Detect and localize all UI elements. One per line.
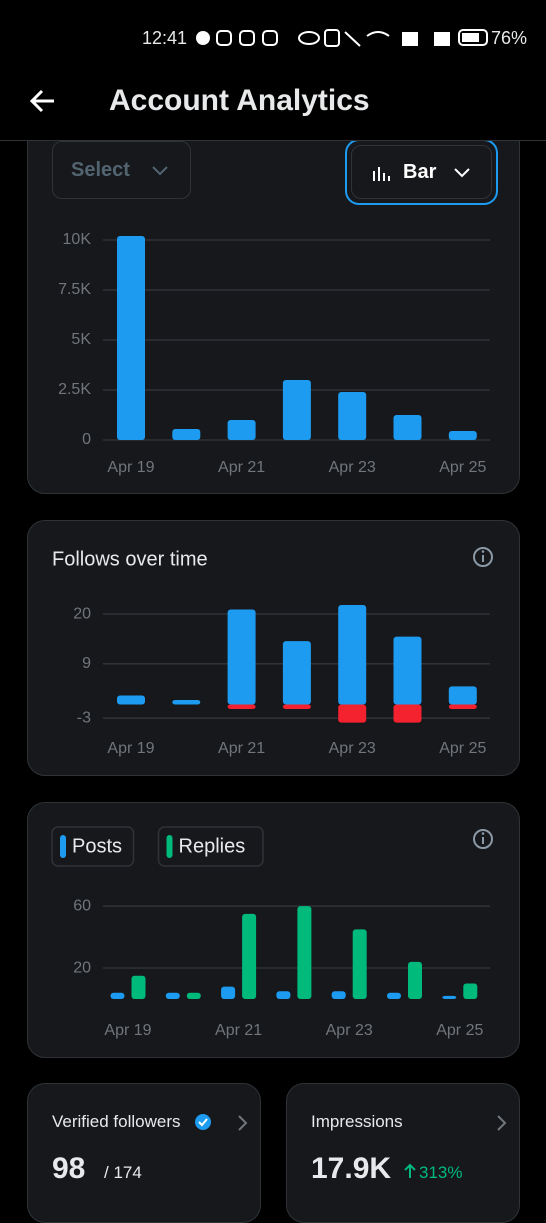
- select-label: Select: [71, 159, 130, 181]
- y-tick-label: 9: [82, 655, 91, 672]
- legend-label: Replies: [179, 835, 246, 857]
- bar-icon: [373, 167, 390, 181]
- chart-title: Follows over time: [52, 548, 208, 570]
- info-icon[interactable]: [473, 829, 493, 849]
- bar: [352, 929, 367, 999]
- x-tick-label: Apr 19: [107, 740, 154, 757]
- bar: [282, 380, 311, 440]
- bar: [463, 983, 478, 999]
- bar: [282, 641, 311, 705]
- legend-label: Posts: [72, 835, 122, 857]
- chevron: [497, 1115, 507, 1131]
- bar: [297, 906, 312, 999]
- bar: [448, 704, 477, 710]
- card-title: Impressions: [311, 1112, 403, 1131]
- bar: [242, 913, 257, 999]
- select-dropdown[interactable]: Select: [52, 141, 191, 199]
- x-tick-label: Apr 23: [329, 459, 376, 476]
- x-tick-label: Apr 25: [436, 1022, 483, 1039]
- bar: [227, 704, 256, 710]
- bar: [448, 431, 477, 440]
- legend-box: [51, 826, 135, 867]
- y-tick-label: 5K: [71, 331, 91, 348]
- card-value: 98: [52, 1152, 86, 1185]
- y-tick-label: 20: [73, 959, 91, 976]
- verified-badge: [195, 1114, 211, 1130]
- header: 12:41 76% Account Analytics: [0, 0, 546, 141]
- up-arrow: [404, 1163, 416, 1178]
- bar: [221, 986, 236, 999]
- bar: [393, 704, 422, 723]
- y-tick-label: -3: [77, 709, 91, 726]
- bar: [331, 991, 346, 999]
- y-tick-label: 10K: [63, 231, 92, 248]
- legend-swatch: [166, 835, 173, 858]
- bar: [276, 991, 291, 999]
- card-title: Verified followers: [52, 1112, 181, 1131]
- y-tick-label: 2.5K: [58, 381, 91, 398]
- bar: [131, 975, 146, 999]
- chevron: [454, 168, 470, 178]
- x-tick-label: Apr 25: [439, 740, 486, 757]
- bar: [393, 636, 422, 705]
- bar: [282, 704, 311, 710]
- x-tick-label: Apr 25: [439, 459, 486, 476]
- info-icon[interactable]: [473, 547, 493, 567]
- bar: [117, 236, 145, 440]
- dropdown-inner: [351, 145, 492, 199]
- bar: [408, 961, 422, 999]
- bar: [172, 429, 201, 440]
- bar: [338, 704, 367, 723]
- bar: [227, 609, 256, 705]
- battery-level: 76%: [491, 28, 528, 48]
- bar: [387, 992, 401, 999]
- bar: [227, 420, 256, 440]
- chart-type-label: Bar: [403, 161, 437, 183]
- chevron: [152, 166, 168, 176]
- card-total: / 174: [104, 1163, 142, 1182]
- y-tick-label: 60: [73, 897, 91, 914]
- bar: [165, 992, 180, 999]
- x-tick-label: Apr 21: [218, 740, 265, 757]
- x-tick-label: Apr 23: [329, 740, 376, 757]
- page-title: Account Analytics: [109, 84, 370, 117]
- legend-swatch: [60, 835, 66, 858]
- y-tick-label: 0: [82, 431, 91, 448]
- legend-box: [157, 826, 264, 867]
- legend-item[interactable]: Replies: [157, 826, 264, 867]
- bar: [448, 686, 477, 705]
- chart-card: [27, 100, 520, 494]
- bar: [442, 995, 457, 999]
- bar: [117, 695, 145, 705]
- status-icons: [196, 29, 488, 47]
- card-value: 17.9K: [311, 1152, 392, 1185]
- x-tick-label: Apr 21: [215, 1022, 262, 1039]
- bar: [338, 605, 367, 705]
- back-button[interactable]: [28, 86, 58, 116]
- y-tick-label: 7.5K: [58, 281, 91, 298]
- bar: [110, 992, 125, 999]
- card-change: 313%: [419, 1163, 463, 1182]
- chart-card: [27, 802, 520, 1058]
- status-time: 12:41: [142, 28, 188, 48]
- x-tick-label: Apr 23: [326, 1022, 373, 1039]
- bar: [172, 699, 201, 705]
- legend-item[interactable]: Posts: [51, 826, 135, 867]
- x-tick-label: Apr 19: [104, 1022, 151, 1039]
- x-tick-label: Apr 19: [107, 459, 154, 476]
- x-tick-label: Apr 21: [218, 459, 265, 476]
- bar: [393, 415, 422, 440]
- bar: [338, 392, 367, 440]
- bar: [186, 992, 201, 999]
- chart-card: [27, 520, 520, 776]
- chevron: [238, 1115, 248, 1131]
- y-tick-label: 20: [73, 605, 91, 622]
